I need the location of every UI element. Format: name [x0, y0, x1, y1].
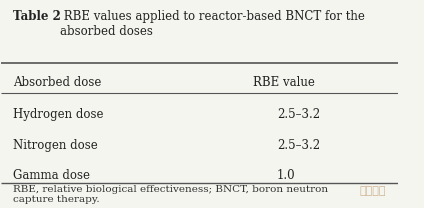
Text: Absorbed dose: Absorbed dose: [13, 76, 102, 89]
Text: 瑞康合医: 瑞康合医: [359, 186, 386, 196]
Text: RBE value: RBE value: [253, 76, 315, 89]
Text: 1.0: 1.0: [277, 169, 296, 182]
Text: 2.5–3.2: 2.5–3.2: [277, 108, 320, 121]
Text: 2.5–3.2: 2.5–3.2: [277, 139, 320, 152]
Text: Hydrogen dose: Hydrogen dose: [13, 108, 104, 121]
Text: Gamma dose: Gamma dose: [13, 169, 90, 182]
Text: Table 2: Table 2: [13, 10, 61, 23]
Text: RBE, relative biological effectiveness; BNCT, boron neutron
capture therapy.: RBE, relative biological effectiveness; …: [13, 185, 329, 204]
Text: Nitrogen dose: Nitrogen dose: [13, 139, 98, 152]
Text: RBE values applied to reactor-based BNCT for the
absorbed doses: RBE values applied to reactor-based BNCT…: [60, 10, 365, 38]
